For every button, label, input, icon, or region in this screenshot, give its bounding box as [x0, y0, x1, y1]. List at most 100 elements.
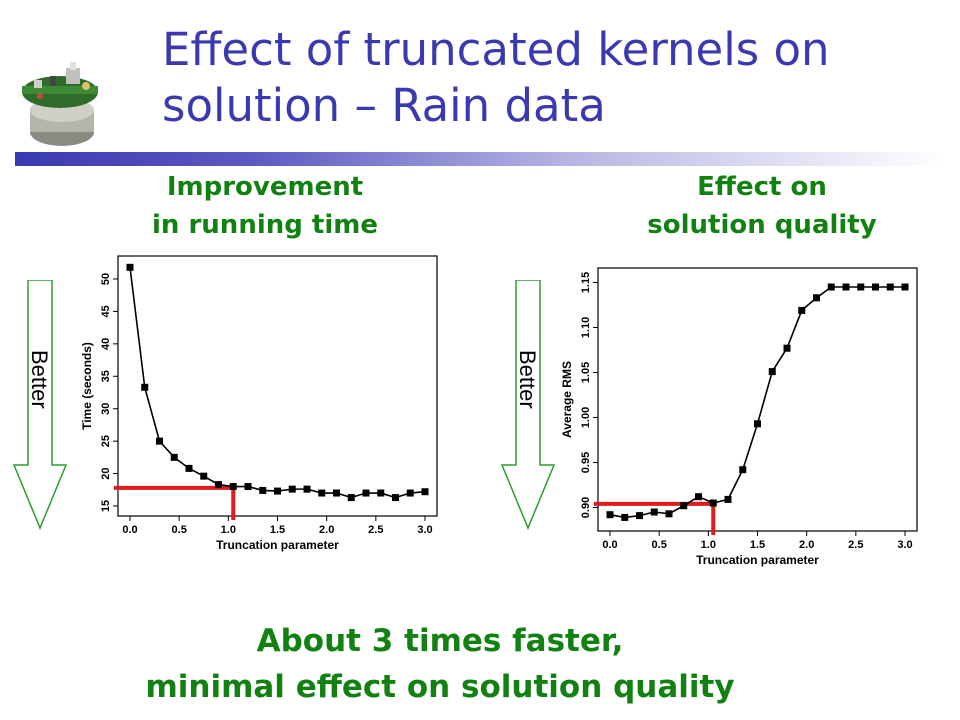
- x-tick-label: 0.5: [172, 524, 187, 536]
- data-point: [377, 489, 385, 497]
- y-tick-label: 45: [100, 305, 112, 317]
- x-tick-label: 3.0: [897, 539, 912, 551]
- data-point: [842, 283, 850, 291]
- left-heading-line-1: Improvement: [166, 172, 364, 202]
- data-point: [798, 306, 806, 314]
- data-point: [421, 488, 429, 496]
- x-tick-label: 2.0: [319, 524, 334, 536]
- x-tick-label: 0.0: [602, 539, 617, 551]
- data-point: [813, 294, 820, 302]
- data-point: [288, 485, 296, 493]
- data-point: [695, 493, 702, 501]
- title-line-2: solution – Rain data: [162, 79, 606, 132]
- data-point: [185, 464, 193, 472]
- data-point: [406, 489, 414, 497]
- data-point: [229, 483, 237, 491]
- y-tick-label: 0.95: [580, 452, 592, 473]
- data-point: [754, 420, 761, 428]
- data-point: [392, 494, 399, 502]
- x-tick-label: 1.5: [750, 539, 765, 551]
- better-label-right: Better: [515, 350, 540, 409]
- data-point: [606, 511, 614, 519]
- sensor-device-logo: [22, 62, 98, 146]
- y-tick-label: 0.90: [580, 497, 592, 518]
- data-point: [362, 489, 370, 497]
- y-tick-label: 25: [100, 435, 112, 447]
- data-point: [259, 486, 267, 494]
- down-arrow-icon: [12, 280, 68, 530]
- y-tick-label: 35: [100, 370, 112, 382]
- y-tick-label: 40: [100, 338, 112, 350]
- data-point: [872, 283, 879, 291]
- data-point: [724, 495, 732, 503]
- x-tick-label: 2.5: [848, 539, 863, 551]
- x-tick-label: 0.0: [122, 524, 137, 536]
- data-point: [318, 489, 326, 497]
- data-point: [886, 283, 894, 291]
- running-time-chart: 0.0 0.5 1.0 1.5 2.0 2.5 3.0 15 20 25 30 35 40 45 50 Tru…: [80, 255, 438, 552]
- solution-quality-chart: 0.0 0.5 1.0 1.5 2.0 2.5 3.0 0.90 0.95 1.00 1.05 1.1…: [560, 267, 918, 567]
- data-point: [303, 485, 311, 493]
- data-point: [665, 510, 673, 518]
- right-section-heading: Effect on solution quality: [592, 168, 932, 244]
- data-point: [141, 383, 149, 391]
- x-tick-label: 1.0: [701, 539, 716, 551]
- y-tick-label: 50: [100, 273, 112, 285]
- data-point: [170, 453, 178, 461]
- x-tick-label: 3.0: [417, 524, 432, 536]
- y-tick-label: 30: [100, 403, 112, 415]
- x-tick-label: 1.0: [221, 524, 236, 536]
- data-point: [621, 513, 629, 521]
- left-section-heading: Improvement in running time: [95, 168, 435, 244]
- x-tick-label: 2.5: [368, 524, 383, 536]
- data-point: [650, 508, 658, 516]
- conclusion-line-2: minimal effect on solution quality: [145, 669, 735, 705]
- data-point: [215, 481, 222, 489]
- x-axis-label: Truncation parameter: [216, 538, 339, 552]
- y-tick-label: 15: [100, 500, 112, 512]
- data-point: [244, 483, 252, 491]
- y-tick-label: 1.15: [580, 272, 592, 293]
- data-point: [636, 512, 643, 520]
- left-heading-line-2: in running time: [152, 210, 378, 240]
- plot-frame: [117, 255, 438, 517]
- data-point: [857, 283, 865, 291]
- series-line: [129, 267, 426, 499]
- x-tick-label: 0.5: [652, 539, 667, 551]
- better-arrow-left: Better: [12, 280, 68, 530]
- right-heading-line-1: Effect on: [697, 172, 827, 202]
- data-point: [739, 466, 747, 474]
- title-line-1: Effect of truncated kernels on: [162, 23, 830, 76]
- slide-title: Effect of truncated kernels on solution …: [162, 22, 942, 134]
- data-point: [827, 283, 835, 291]
- x-tick-label: 1.5: [270, 524, 285, 536]
- x-tick-label: 2.0: [799, 539, 814, 551]
- better-label-left: Better: [27, 350, 52, 409]
- better-arrow-right: Better: [500, 280, 556, 530]
- data-point: [274, 487, 281, 495]
- data-point: [333, 489, 340, 497]
- series-line: [609, 286, 905, 519]
- y-tick-label: 1.05: [580, 362, 592, 383]
- x-axis-label: Truncation parameter: [696, 553, 819, 567]
- conclusion-text: About 3 times faster, minimal effect on …: [60, 618, 820, 710]
- y-axis-label: Average RMS: [560, 361, 574, 438]
- data-point: [680, 502, 688, 510]
- right-heading-line-2: solution quality: [647, 210, 877, 240]
- data-point: [901, 283, 909, 291]
- down-arrow-icon: [500, 280, 556, 530]
- data-point: [156, 437, 163, 445]
- conclusion-line-1: About 3 times faster,: [256, 623, 624, 659]
- y-tick-label: 1.10: [580, 317, 592, 338]
- data-point: [768, 368, 776, 376]
- data-point: [783, 344, 791, 352]
- data-point: [347, 494, 355, 502]
- y-tick-label: 20: [100, 467, 112, 479]
- data-point: [126, 263, 134, 271]
- plot-frame: [597, 267, 918, 532]
- data-point: [709, 499, 717, 507]
- data-point: [200, 472, 208, 480]
- y-axis-label: Time (seconds): [80, 342, 94, 430]
- title-underline-bar: [15, 152, 945, 166]
- y-tick-label: 1.00: [580, 407, 592, 428]
